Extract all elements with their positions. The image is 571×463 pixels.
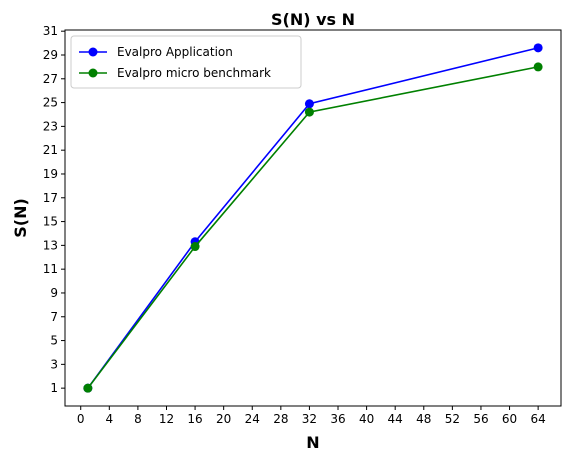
y-tick-label: 1: [50, 381, 58, 395]
x-tick-label: 52: [445, 412, 460, 426]
plot-area: 0 4 8 12 16 20 24 28 32 36 40 44 48 52 56 60 64135791113…: [43, 24, 562, 426]
x-tick-label: 64: [530, 412, 545, 426]
y-tick-label: 5: [50, 334, 58, 348]
y-tick-label: 27: [43, 72, 58, 86]
y-tick-label: 29: [43, 48, 58, 62]
x-tick-label: 16: [187, 412, 202, 426]
series-line: [87, 47, 539, 389]
y-tick-label: 17: [43, 191, 58, 205]
data-point: [83, 383, 93, 393]
x-tick-label: 24: [245, 412, 260, 426]
x-tick-label: 28: [273, 412, 288, 426]
y-tick-label: 11: [43, 262, 58, 276]
chart-title: S(N) vs N: [271, 10, 355, 29]
series-line: [87, 66, 539, 389]
x-tick-label: 20: [216, 412, 231, 426]
x-tick-label: 36: [330, 412, 345, 426]
legend-box: [70, 35, 302, 89]
x-tick-label: 56: [473, 412, 488, 426]
y-tick-label: 9: [50, 286, 58, 300]
data-point: [304, 107, 314, 117]
x-tick-label: 0: [77, 412, 85, 426]
x-axis-label: N: [306, 433, 319, 452]
data-point: [533, 43, 543, 53]
y-tick-label: 23: [43, 119, 58, 133]
y-tick-label: 3: [50, 357, 58, 371]
y-tick-label: 15: [43, 215, 58, 229]
y-tick-label: 31: [43, 24, 58, 38]
legend-marker: [88, 47, 98, 57]
legend: Evalpro Application Evalpro micro benchma…: [70, 35, 302, 89]
y-tick-label: 21: [43, 143, 58, 157]
x-tick-label: 60: [502, 412, 517, 426]
x-tick-label: 32: [302, 412, 317, 426]
y-axis-label: S(N): [11, 198, 30, 238]
data-point: [533, 62, 543, 72]
x-tick-label: 8: [134, 412, 142, 426]
data-point: [304, 99, 314, 109]
y-tick-label: 7: [50, 310, 58, 324]
legend-label: Evalpro micro benchmark: [117, 66, 271, 80]
legend-marker: [88, 68, 98, 78]
x-tick-label: 40: [359, 412, 374, 426]
x-tick-label: 12: [159, 412, 174, 426]
x-tick-label: 48: [416, 412, 431, 426]
legend-label: Evalpro Application: [117, 45, 233, 59]
x-tick-label: 44: [388, 412, 403, 426]
y-tick-label: 25: [43, 96, 58, 110]
y-tick-label: 13: [43, 238, 58, 252]
x-tick-label: 4: [105, 412, 113, 426]
y-tick-label: 19: [43, 167, 58, 181]
plot-frame: [64, 29, 562, 407]
data-point: [190, 242, 200, 252]
